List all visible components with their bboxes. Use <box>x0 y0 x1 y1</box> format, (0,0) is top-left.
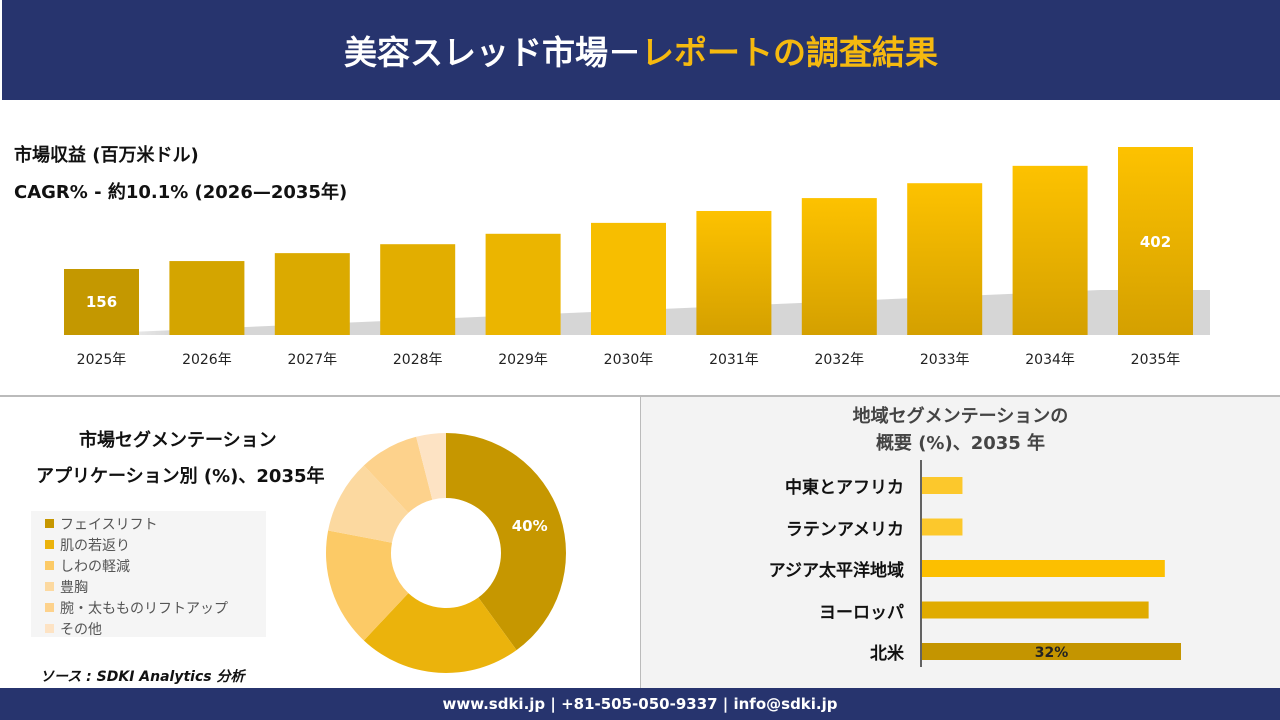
legend-item: その他 <box>45 618 266 639</box>
legend-label: 肌の若返り <box>60 537 130 554</box>
revenue-bar-2026年 <box>169 261 245 335</box>
legend-label: フェイスリフト <box>60 516 158 533</box>
region-bar-chart: 32% <box>920 460 1181 667</box>
pie-legend: フェイスリフト 肌の若返りしわの軽減豊胸腕・太もものリフトアップ その他 <box>31 511 266 639</box>
region-data-label: 32% <box>1035 645 1069 661</box>
donut-slice-フェイスリフト <box>446 433 567 651</box>
legend-swatch <box>45 624 54 633</box>
revenue-bar-2025年 <box>64 269 139 335</box>
legend-item: 肌の若返り <box>45 534 266 555</box>
revenue-bar-2028年 <box>380 244 456 335</box>
segment-title-line2: アプリケーション別 (%)、2035年 <box>36 466 325 487</box>
donut-data-label: 40% <box>512 517 548 535</box>
region-label: ヨーロッパ <box>819 602 904 623</box>
bar-data-label: 402 <box>1140 233 1171 251</box>
x-tick-label: 2032年 <box>814 352 864 368</box>
region-bar-アジア太平洋地域 <box>922 560 1165 577</box>
legend-item: しわの軽減 <box>45 555 266 576</box>
legend-swatch <box>45 561 54 570</box>
x-tick-label: 2027年 <box>287 352 337 368</box>
revenue-bar-2032年 <box>801 198 877 335</box>
segment-title-line1: 市場セグメンテーション <box>79 430 277 451</box>
donut-slice-腕・太もものリフトアップ <box>363 436 433 513</box>
revenue-bar-2027年 <box>274 253 350 335</box>
donut-slice-肌の若返り <box>363 593 517 673</box>
x-tick-label: 2030年 <box>604 352 654 368</box>
source-note: ソース : SDKI Analytics 分析 <box>40 669 245 685</box>
x-tick-label: 2026年 <box>182 352 232 368</box>
legend-swatch <box>45 519 54 528</box>
legend-swatch <box>45 603 54 612</box>
x-tick-label: 2025年 <box>77 352 127 368</box>
region-bar-ヨーロッパ <box>922 601 1149 619</box>
revenue-bar-2030年 <box>591 222 666 335</box>
region-label: ラテンアメリカ <box>785 519 904 540</box>
region-segment-panel <box>641 397 1280 688</box>
region-label: 中東とアフリカ <box>785 478 904 498</box>
application-donut-chart: 40% <box>326 433 567 673</box>
legend-label: しわの軽減 <box>60 558 130 575</box>
region-bar-中東とアフリカ <box>922 477 963 494</box>
panel-divider <box>640 397 641 688</box>
revenue-bar-2029年 <box>485 233 561 335</box>
donut-slice-豊胸 <box>328 465 409 543</box>
header-banner: 美容スレッド市場－ レポートの調査結果 <box>2 0 1280 100</box>
legend-label: 豊胸 <box>60 579 88 596</box>
x-tick-label: 2034年 <box>1025 352 1075 368</box>
region-bar-ラテンアメリカ <box>922 518 963 536</box>
legend-label: その他 <box>60 621 102 638</box>
revenue-bar-2031年 <box>696 210 772 335</box>
cagr-label: CAGR% - 約10.1% (2026—2035年) <box>14 182 348 203</box>
x-tick-label: 2035年 <box>1131 352 1181 368</box>
revenue-label: 市場収益 (百万米ドル) <box>14 145 199 166</box>
title-main: 美容スレッド市場－ <box>344 33 641 72</box>
bar-data-label: 156 <box>86 293 117 311</box>
title-sub: レポートの調査結果 <box>641 33 938 72</box>
legend-swatch <box>45 540 54 549</box>
revenue-bar-2034年 <box>1012 165 1088 335</box>
donut-slice-その他 <box>416 433 446 500</box>
legend-item: 豊胸 <box>45 576 266 597</box>
x-tick-label: 2029年 <box>498 352 548 368</box>
donut-slice-しわの軽減 <box>326 530 409 641</box>
section-divider <box>0 395 1280 397</box>
revenue-bar-2035年 <box>1118 147 1193 335</box>
legend-item: 腕・太もものリフトアップ <box>45 597 266 618</box>
legend-label: 腕・太もものリフトアップ <box>60 600 228 617</box>
region-title: 地域セグメンテーションの 概要 (%)、2035 年 <box>641 403 1280 457</box>
region-label: 北米 <box>870 644 904 664</box>
footer-contact: www.sdki.jp | +81-505-050-9337 | info@sd… <box>0 688 1280 720</box>
legend-swatch <box>45 582 54 591</box>
revenue-bar-2033年 <box>907 183 983 335</box>
revenue-bar-chart: 2025年 156 2026年 2027年 2028年 2029年 2030年 2031年 20… <box>60 147 1210 368</box>
x-tick-label: 2033年 <box>920 352 970 368</box>
x-tick-label: 2031年 <box>709 352 759 368</box>
region-title-line1: 地域セグメンテーションの <box>852 406 1069 427</box>
region-label: アジア太平洋地域 <box>768 561 904 581</box>
region-title-line2: 概要 (%)、2035 年 <box>875 433 1046 454</box>
legend-item: フェイスリフト <box>45 513 266 534</box>
region-bar-北米 <box>922 643 1181 660</box>
x-tick-label: 2028年 <box>393 352 443 368</box>
